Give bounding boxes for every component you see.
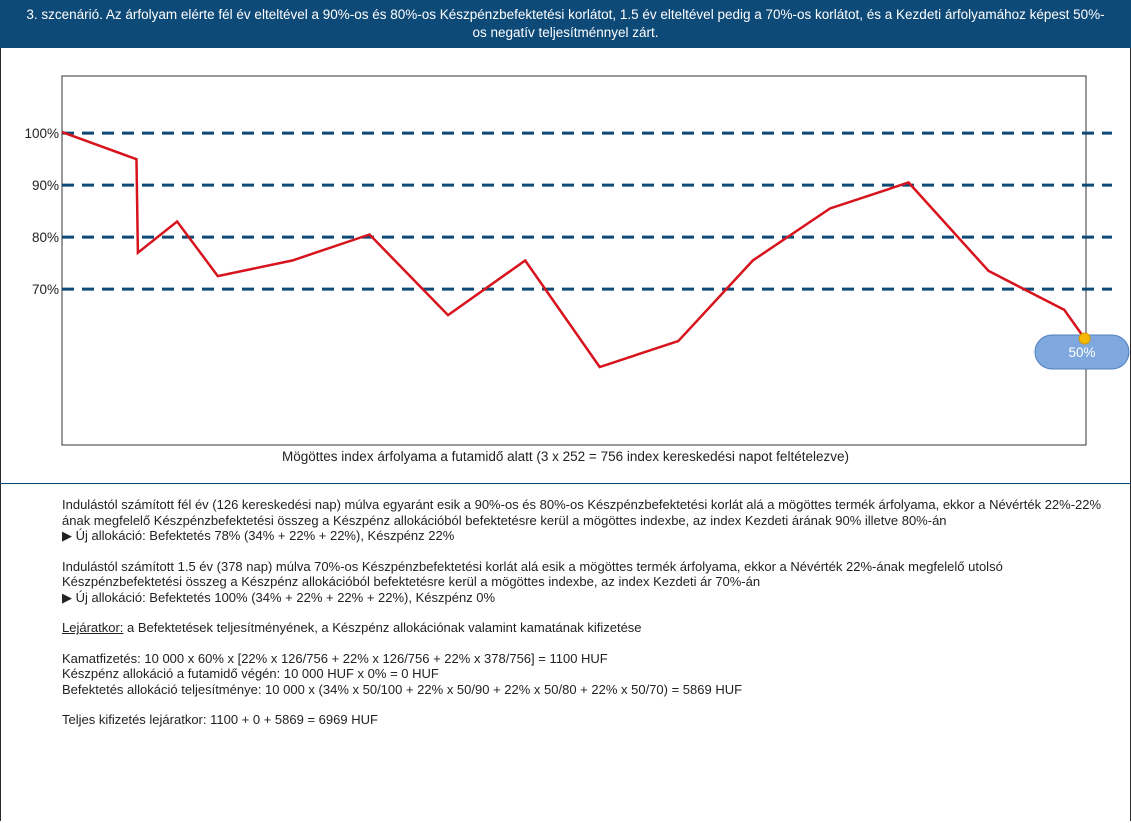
- index-price-line: [61, 130, 1086, 369]
- total-payout: Teljes kifizetés lejáratkor: 1100 + 0 + …: [62, 712, 378, 727]
- explanation-text: Indulástól számított fél év (126 kereske…: [62, 497, 1102, 728]
- y-tick-label: 70%: [32, 282, 59, 297]
- maturity-line: Lejáratkor: a Befektetések teljesítményé…: [62, 620, 1102, 636]
- paragraph-first-barrier: Indulástól számított fél év (126 kereske…: [62, 497, 1102, 528]
- calc-interest: Kamatfizetés: 10 000 x 60% x [22% x 126/…: [62, 650, 608, 666]
- y-tick-label: 100%: [24, 126, 59, 141]
- chart-area: 100% 90% 80% 70% 50%: [0, 48, 1131, 484]
- end-value-label: 50%: [1068, 345, 1095, 360]
- paragraph-second-barrier: Indulástól számított 1.5 év (378 nap) mú…: [62, 558, 1003, 590]
- allocation-first: ▶ Új allokáció: Befektetés 78% (34% + 22…: [62, 528, 455, 543]
- scenario-header: 3. szcenárió. Az árfolyam elérte fél év …: [0, 0, 1131, 48]
- y-tick-label: 80%: [32, 230, 59, 245]
- maturity-label: Lejáratkor:: [62, 620, 124, 635]
- calc-investment: Befektetés allokáció teljesítménye: 10 0…: [62, 681, 743, 697]
- maturity-description: a Befektetések teljesítményének, a Készp…: [123, 620, 642, 635]
- section-divider: [0, 483, 1131, 484]
- calc-cash: Készpénz allokáció a futamidő végén: 10 …: [62, 666, 439, 681]
- plot-border: [61, 75, 1087, 446]
- allocation-second: ▶ Új allokáció: Befektetés 100% (34% + 2…: [62, 589, 496, 605]
- scenario-title: 3. szcenárió. Az árfolyam elérte fél év …: [26, 7, 1105, 40]
- x-axis-label: Mögöttes index árfolyama a futamidő alat…: [282, 449, 849, 464]
- end-point-marker: [1078, 332, 1091, 345]
- price-chart: 100% 90% 80% 70% 50%: [24, 75, 1130, 446]
- y-tick-label: 90%: [32, 178, 59, 193]
